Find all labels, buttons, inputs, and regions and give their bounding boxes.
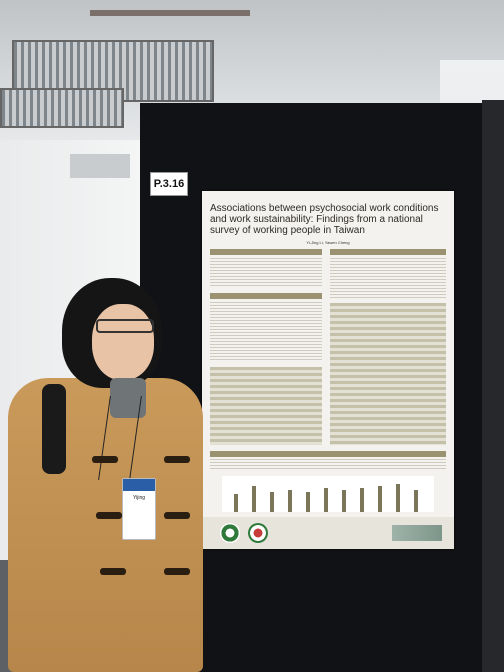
poster-title: Associations between psychosocial work c… bbox=[210, 203, 439, 236]
badge-header bbox=[123, 479, 155, 491]
institute-logo bbox=[248, 523, 268, 543]
chart-bar bbox=[306, 492, 310, 512]
coat-toggle-button bbox=[96, 512, 122, 519]
chart-bar bbox=[414, 490, 418, 512]
conference-logo bbox=[392, 525, 442, 541]
chart-bar bbox=[288, 490, 292, 512]
poster-number-label: P.3.16 bbox=[150, 172, 188, 196]
chart-bar bbox=[342, 490, 346, 512]
chart-bar bbox=[378, 486, 382, 512]
poster-bar-chart bbox=[222, 476, 434, 512]
ceiling-pipe bbox=[90, 10, 250, 16]
chart-bar bbox=[360, 488, 364, 512]
poster-footer bbox=[202, 517, 454, 549]
section-header-methods bbox=[330, 249, 446, 255]
coat-toggle-button bbox=[164, 568, 190, 575]
poster-board-edge bbox=[482, 100, 504, 672]
presenter-face bbox=[92, 304, 154, 380]
badge-name: Yijing bbox=[132, 495, 146, 501]
results-table-right bbox=[330, 303, 446, 445]
coat-toggle-button bbox=[100, 568, 126, 575]
chart-bar bbox=[234, 494, 238, 512]
chart-bar bbox=[252, 486, 256, 512]
section-header-results bbox=[210, 293, 322, 299]
chart-bar bbox=[396, 484, 400, 512]
presenter-scarf bbox=[110, 378, 146, 418]
wall-sign bbox=[70, 154, 130, 178]
presenter-glasses bbox=[96, 319, 154, 333]
poster-authors: Yi-Jing Li, Yawen Cheng bbox=[306, 240, 350, 245]
coat-toggle-button bbox=[164, 456, 190, 463]
conclusions-text bbox=[210, 459, 446, 471]
section-header-conclusions bbox=[210, 451, 446, 457]
section-header-introduction bbox=[210, 249, 322, 255]
ceiling-grate bbox=[0, 88, 124, 128]
research-poster: Associations between psychosocial work c… bbox=[202, 191, 454, 549]
methods-text bbox=[330, 258, 446, 298]
coat-toggle-button bbox=[92, 456, 118, 463]
coat-toggle-button bbox=[164, 512, 190, 519]
chart-bar bbox=[270, 492, 274, 512]
results-text bbox=[210, 302, 322, 362]
introduction-text bbox=[210, 258, 322, 288]
presenter-coat bbox=[8, 378, 203, 672]
university-logo bbox=[220, 523, 240, 543]
results-table-left bbox=[210, 367, 322, 445]
chart-bar bbox=[324, 488, 328, 512]
name-badge: Yijing bbox=[122, 478, 156, 540]
backpack-strap bbox=[42, 384, 66, 474]
